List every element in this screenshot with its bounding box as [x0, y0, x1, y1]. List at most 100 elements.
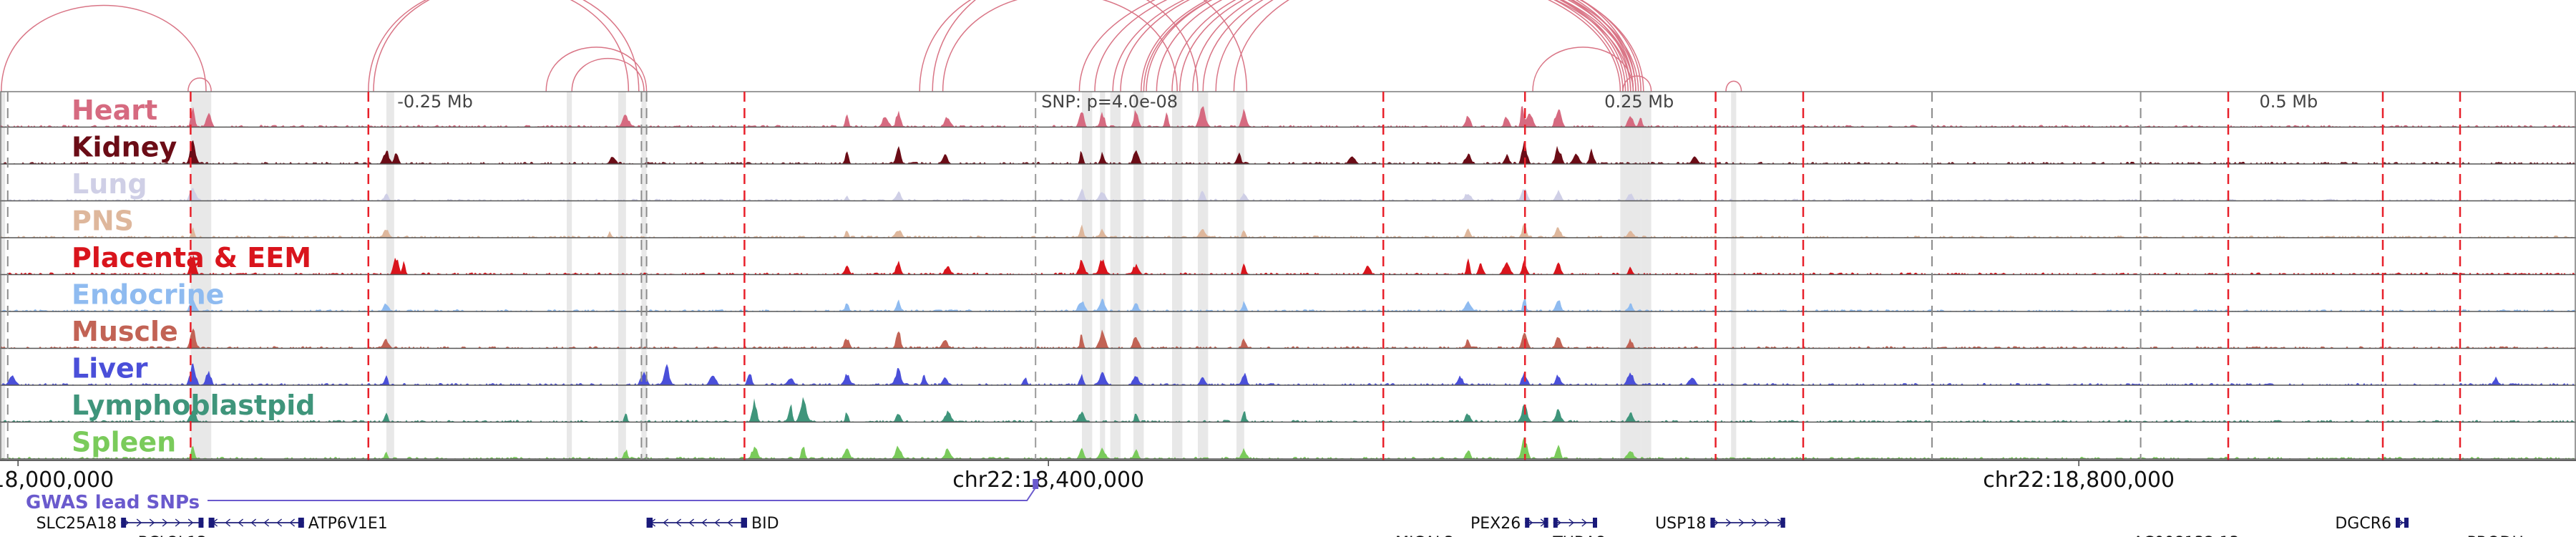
interaction-arc [1725, 80, 1742, 92]
vertical-markers [6, 92, 2462, 460]
gene-exon [1553, 518, 1558, 528]
strand-arrow-icon [162, 518, 168, 527]
highlight-band [1133, 92, 1144, 460]
highlight-regions [0, 92, 1737, 460]
interaction-arc [368, 0, 630, 92]
highlight-band [1641, 92, 1652, 460]
strand-arrow-icon [276, 518, 283, 527]
interaction-arc [1141, 0, 1629, 92]
track-label: Muscle [72, 316, 178, 347]
gene-label: SLC25A18 [36, 515, 117, 533]
highlight-band [1082, 92, 1093, 460]
gene-exon [1525, 518, 1530, 528]
snp-pvalue-label: SNP: p=4.0e-08 [1041, 92, 1178, 112]
gene-exon [121, 518, 127, 528]
interaction-arc [1094, 0, 1621, 92]
axis-tick-label: chr22:18,000,000 [0, 468, 114, 493]
interaction-arc [1233, 0, 1636, 92]
interaction-arc [1112, 0, 1634, 92]
highlight-band [1100, 92, 1106, 460]
interaction-arc [1120, 0, 1624, 92]
interaction-arc [187, 77, 212, 92]
highlight-band [1236, 92, 1244, 460]
track-label: Kidney [72, 132, 177, 163]
gene-exon [198, 518, 204, 528]
gene-exon [1780, 518, 1785, 528]
track-label: Lung [72, 168, 147, 200]
gene-exon [2396, 518, 2400, 528]
highlight-band [1172, 92, 1183, 460]
signal-tracks [0, 91, 2576, 461]
strand-arrow-icon [663, 518, 669, 527]
highlight-band [1731, 92, 1737, 460]
gene-exon [1710, 518, 1715, 528]
interaction-arc [1146, 0, 1626, 92]
interaction-arc [1192, 0, 1631, 92]
strand-arrow-icon [238, 518, 244, 527]
highlight-band [641, 92, 647, 460]
strand-arrow-icon [1764, 518, 1770, 527]
highlight-band [567, 92, 572, 460]
interaction-arc [942, 0, 1178, 92]
track-label: Endocrine [72, 279, 224, 311]
interaction-arc [1171, 0, 1636, 92]
interaction-arc [571, 58, 645, 92]
gene-label: ATP6V1E1 [308, 515, 388, 533]
gene-exon [1543, 518, 1548, 528]
interaction-arc [545, 47, 648, 92]
strand-arrow-icon [175, 518, 181, 527]
strand-arrow-icon [688, 518, 695, 527]
gene-label: PEX26 [1470, 515, 1521, 533]
signal-track-7 [0, 363, 2576, 385]
gene-label: BID [751, 515, 779, 533]
track-label: Heart [72, 95, 157, 126]
strand-arrow-icon [714, 518, 721, 527]
gene-exon [646, 518, 653, 528]
track-labels: Heart Kidney Lung PNS Placenta & EEM Endocrin… [72, 95, 315, 458]
interaction-arc [1156, 0, 1634, 92]
interaction-arc [919, 0, 1199, 92]
track-label: PNS [72, 205, 134, 237]
gene-label: BCL2L13 [138, 534, 208, 537]
interaction-arc [1202, 0, 1641, 92]
track-label: Placenta & EEM [72, 242, 311, 274]
gene-exon [208, 518, 215, 528]
strand-arrow-icon [149, 518, 155, 527]
strand-arrow-icon [225, 518, 231, 527]
interaction-arc [1, 4, 207, 92]
interaction-arc [932, 0, 1248, 92]
strand-arrow-icon [1568, 518, 1574, 527]
distance-label: -0.25 Mb [397, 92, 473, 112]
gene-label: PRODH [2467, 534, 2524, 537]
interaction-arc [373, 0, 640, 92]
strand-arrow-icon [701, 518, 708, 527]
axis-tick-label: chr22:18,400,000 [952, 468, 1144, 493]
strand-arrow-icon [187, 518, 194, 527]
gwas-label: GWAS lead SNPs [26, 492, 200, 513]
highlight-band [618, 92, 626, 460]
highlight-band [1110, 92, 1121, 460]
interaction-arc [1078, 0, 1631, 92]
interaction-arc [1622, 75, 1652, 92]
strand-arrow-icon [675, 518, 682, 527]
strand-arrow-icon [136, 518, 142, 527]
gene-label: TUBA8 [1552, 534, 1606, 537]
distance-label: 0.5 Mb [2259, 92, 2318, 112]
gene-label: MICAL3 [1395, 534, 1454, 537]
gene-exon [2404, 518, 2409, 528]
gene-label: AC008132.13 [2133, 534, 2240, 537]
track-label: Spleen [72, 427, 176, 458]
interaction-arcs [1, 0, 1742, 92]
gwas-snp-marker [1033, 479, 1039, 489]
gene-exon [1593, 518, 1597, 528]
gene-label: DGCR6 [2335, 515, 2391, 533]
strand-arrow-icon [1751, 518, 1757, 527]
highlight-band [0, 92, 6, 460]
track-label: Lymphoblastpid [72, 390, 315, 421]
gene-exon [298, 518, 304, 528]
axis-tick-label: chr22:18,800,000 [1983, 468, 2175, 493]
strand-arrow-icon [250, 518, 257, 527]
interaction-arc [1532, 47, 1634, 92]
